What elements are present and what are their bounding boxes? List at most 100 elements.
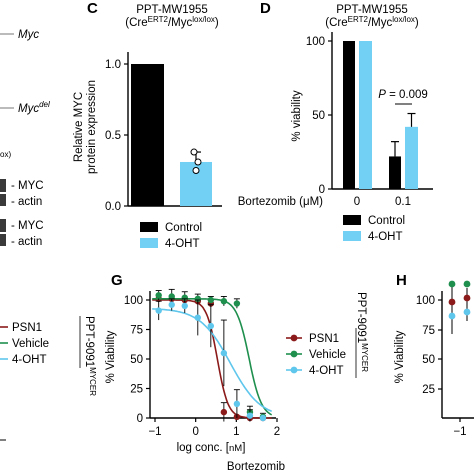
drug-label: Bortezomib [227, 461, 285, 473]
panel-g-side-label: PPT-9091MYCER [355, 292, 369, 372]
legend-marker-4oht [290, 366, 298, 374]
panel-d-ylabel: % viability [291, 90, 303, 141]
legend-swatch-4oht [140, 238, 158, 248]
data-point-4-oht [181, 302, 188, 310]
gene-myc-label: Myc [18, 29, 39, 41]
data-point-4-oht [233, 400, 241, 408]
data-point-4-oht [220, 349, 228, 357]
blot-label: - actin [11, 236, 42, 248]
panel-d-ytick-label: 100 [306, 36, 325, 48]
legend-marker-psn1 [290, 334, 298, 342]
panel-d-title-line1: PPT-MW1955 [336, 4, 408, 16]
panel-g-curves [152, 288, 273, 422]
panel-h-ytick-label: 100 [416, 295, 435, 307]
panel-g-ytick-label: 50 [130, 354, 143, 366]
svg-text:Relative MYC: Relative MYC [73, 92, 85, 162]
data-point-4-oht [194, 314, 201, 321]
data-point [194, 158, 202, 166]
legend-label: Vehicle [309, 349, 346, 361]
pvalue-annotation: P = 0.009 [378, 89, 428, 101]
panel-label-g: G [111, 272, 123, 289]
dose-response-curve-psn1 [152, 299, 272, 419]
panel-d-error-bars [391, 112, 416, 157]
data-point-vehicle [168, 293, 175, 300]
panel-h-xtick-label: −1 [453, 426, 466, 438]
data-point-4-oht [155, 307, 162, 314]
blot-label: - actin [11, 196, 42, 208]
data-point-vehicle [155, 292, 162, 299]
blot-label: - MYC [11, 180, 44, 192]
panel-g-ticks: 0 25 50 75 100 −1 0 1 2 [124, 295, 280, 438]
legend-marker-vehicle [290, 350, 298, 358]
data-point-vehicle [220, 297, 228, 305]
panel-g-xtick-label: 1 [233, 426, 239, 438]
panel-c-ytick-label: 1.0 [105, 59, 121, 71]
panel-g-ylabel: % Viability [105, 330, 117, 383]
lox-fragment-label: ox) [0, 150, 11, 159]
panel-d-title-line2: (CreERT2/Myclox/lox) [325, 15, 419, 29]
panel-g-xtick-label: 0 [192, 426, 198, 438]
data-point [190, 148, 198, 156]
panel-g-ytick-label: 100 [124, 295, 143, 307]
panel-d-xlabel: Bortezomib (μM) [238, 196, 323, 208]
legend-swatch-control [140, 222, 158, 232]
left-legend: PSN1 Vehicle 4-OHT PPT-9091MYCER [0, 316, 97, 396]
blot-band [0, 234, 6, 246]
data-point-psn1 [220, 408, 228, 416]
panel-d-legend: Control 4-OHT [343, 215, 405, 243]
bar-4oht-0.1 [405, 126, 418, 189]
panel-d-ytick-label: 0 [319, 184, 325, 196]
panel-h-point-4oht [448, 312, 456, 320]
legend-label: 4-OHT [165, 238, 200, 250]
side-label: PPT-9091MYCER [83, 316, 97, 396]
legend-label: PSN1 [309, 333, 339, 345]
legend-label: Control [368, 215, 405, 227]
panel-h: H % Viability 100 75 50 25 −1 [394, 272, 474, 438]
panel-c-ytick-label: 0.5 [105, 130, 121, 142]
panel-h-ytick-label: 50 [422, 354, 435, 366]
legend-label: 4-OHT [368, 231, 403, 243]
panel-g-xlabel: log conc. [nM] [177, 442, 246, 454]
panel-h-ytick-label: 75 [422, 325, 435, 337]
panel-g: G % Viability 0 25 50 75 100 −1 0 1 2 log conc. … [105, 272, 369, 473]
panel-g-legend: PSN1 Vehicle 4-OHT PPT-9091MYCER [286, 292, 369, 378]
data-point-4-oht [168, 301, 175, 308]
panel-c-ytick-label: 0.0 [105, 201, 121, 213]
legend-swatch-4oht [343, 231, 361, 241]
legend-swatch-control [343, 215, 361, 225]
legend-label: 4-OHT [12, 354, 47, 366]
panel-g-xtick-label: −1 [148, 426, 161, 438]
panel-d: D PPT-MW1955 (CreERT2/Myclox/lox) % viab… [238, 0, 433, 243]
blot-label: - MYC [11, 220, 44, 232]
dose-response-curve-vehicle [152, 298, 273, 416]
left-fragment: Myc Mycdel ox) - MYC - actin - MYC - act… [0, 29, 97, 441]
panel-c: C PPT-MW1955 (CreERT2/Myclox/lox) Relati… [73, 0, 222, 250]
svg-text:protein expression: protein expression [86, 80, 98, 174]
panel-c-legend: Control 4-OHT [140, 222, 202, 250]
panel-g-xtick-label: 2 [274, 426, 280, 438]
panel-c-title-line1: PPT-MW1955 [136, 4, 208, 16]
legend-label: 4-OHT [309, 365, 344, 377]
data-point-4-oht [207, 322, 215, 330]
panel-h-point-vehicle [448, 280, 456, 288]
data-point-vehicle [207, 296, 215, 304]
legend-label: PSN1 [12, 322, 42, 334]
blot-band [0, 219, 6, 232]
panel-h-ylabel: % Viability [394, 330, 406, 383]
panel-label-d: D [260, 0, 271, 17]
bar-control-0 [343, 41, 355, 189]
bar-control [131, 64, 164, 206]
panel-g-ytick-label: 75 [130, 325, 143, 337]
panel-d-xvalue: 0.1 [395, 196, 411, 208]
gene-mycdel-label: Mycdel [18, 100, 50, 115]
panel-c-title-line2: (CreERT2/Myclox/lox) [125, 15, 219, 29]
data-point-4-oht [246, 412, 254, 419]
data-point [192, 167, 200, 174]
panel-c-points [190, 148, 202, 174]
panel-h-point-vehicle [463, 280, 471, 288]
panel-g-ytick-label: 0 [137, 413, 143, 425]
panel-d-xvalue: 0 [354, 196, 360, 208]
panel-g-ytick-label: 25 [130, 384, 143, 396]
panel-d-ytick-label: 50 [312, 110, 325, 122]
